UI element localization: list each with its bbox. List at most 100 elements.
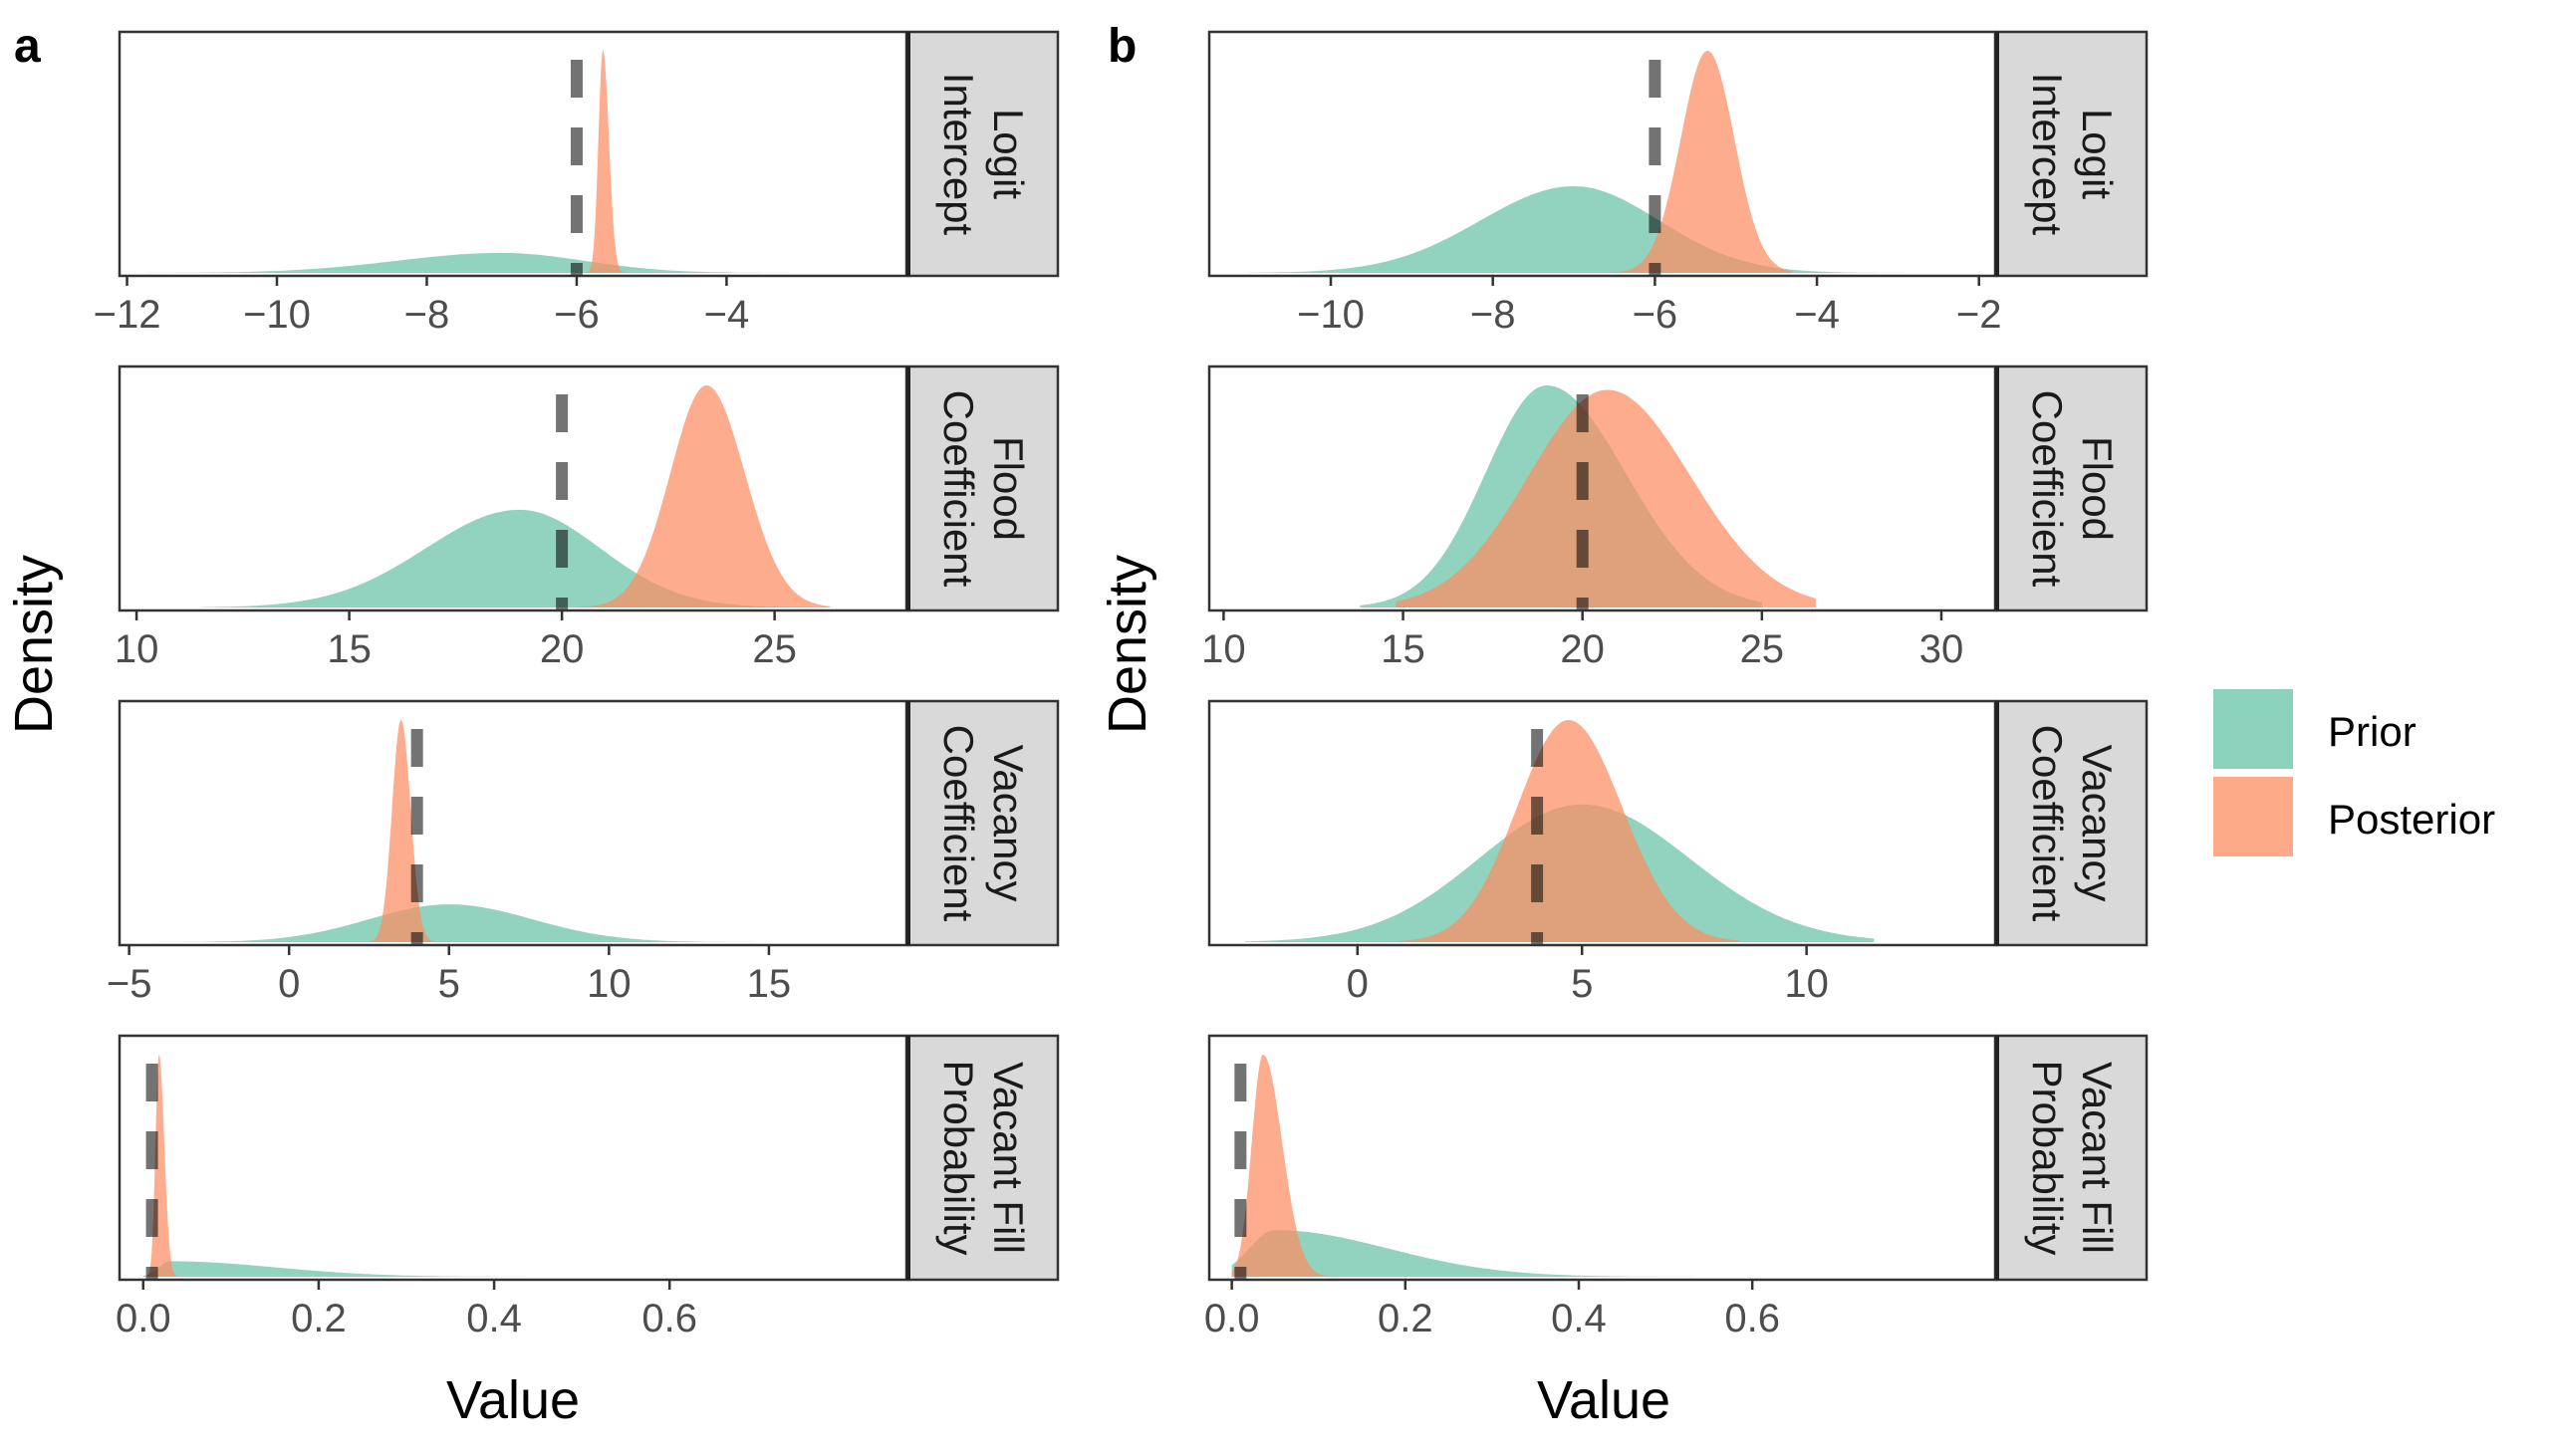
facet-strip-label: Intercept [935, 73, 982, 236]
y-axis-title-a: Density [4, 555, 64, 734]
x-tick-label: −8 [404, 293, 450, 337]
x-tick-label: −2 [1956, 293, 2002, 337]
facet-strip-label: Coefficient [935, 725, 982, 922]
x-tick-label: −10 [1297, 293, 1365, 337]
prior-density-area [200, 509, 839, 607]
facet-strip-label: Vacant Fill [2074, 1062, 2121, 1254]
facet-strip-label: Logit [2074, 109, 2121, 199]
facet-strip [1995, 699, 2149, 947]
x-tick-label: −5 [107, 962, 152, 1006]
x-tick-label: −4 [1794, 293, 1840, 337]
panel-label-a: a [14, 20, 41, 73]
facet-strip [906, 1034, 1060, 1282]
facet-strip [906, 30, 1060, 278]
x-tick-label: 0.4 [1551, 1297, 1607, 1340]
x-tick-label: −12 [94, 293, 161, 337]
x-tick-label: 25 [1740, 627, 1785, 671]
x-tick-label: 10 [1201, 627, 1246, 671]
y-axis-title-b: Density [1098, 555, 1157, 734]
prior-density-area [1249, 186, 1914, 273]
x-tick-label: 0.4 [466, 1297, 522, 1340]
x-tick-label: 15 [747, 962, 792, 1006]
plot-area [1249, 51, 1914, 276]
facet-strip-label: Intercept [2024, 73, 2071, 236]
plot-area [149, 51, 817, 276]
x-tick-label: 5 [1571, 962, 1593, 1006]
facet-strip-label: Probability [2024, 1060, 2071, 1255]
x-tick-label: 20 [540, 627, 585, 671]
x-tick-label: 10 [115, 627, 159, 671]
x-tick-label: 0 [1347, 962, 1369, 1006]
x-tick-label: 15 [1381, 627, 1425, 671]
x-tick-label: 25 [752, 627, 797, 671]
x-tick-label: 10 [587, 962, 632, 1006]
facet-strip-label: Vacancy [2074, 745, 2121, 902]
facet-strip-label: Flood [2074, 436, 2121, 541]
legend: Prior Posterior [2213, 689, 2495, 856]
facet-strip-label: Coefficient [2024, 725, 2071, 922]
facet-strip [1995, 364, 2149, 612]
x-tick-label: 20 [1560, 627, 1605, 671]
x-axis-title-a: Value [446, 1370, 580, 1430]
prior-density-area [142, 1261, 758, 1277]
x-tick-label: −6 [554, 293, 600, 337]
plot-area [1360, 385, 1816, 610]
x-tick-label: 0.0 [116, 1297, 171, 1340]
plot-area [200, 385, 839, 610]
x-tick-label: 5 [438, 962, 460, 1006]
x-tick-label: −10 [243, 293, 311, 337]
x-tick-label: 10 [1784, 962, 1829, 1006]
legend-posterior-label: Posterior [2328, 796, 2495, 843]
facet-strip-label: Probability [935, 1060, 982, 1255]
plot-area [142, 1055, 758, 1280]
x-tick-label: 30 [1919, 627, 1964, 671]
posterior-density-area [1312, 720, 1739, 942]
x-tick-label: 0 [278, 962, 300, 1006]
posterior-density-area [579, 385, 831, 607]
posterior-density-area [561, 51, 630, 273]
x-tick-label: 0.6 [1724, 1297, 1780, 1340]
legend-posterior-swatch [2213, 777, 2293, 856]
x-axis-title-b: Value [1537, 1370, 1670, 1430]
posterior-density-area [1606, 51, 1793, 273]
x-tick-label: 0.2 [1378, 1297, 1433, 1340]
posterior-density-area [1231, 1055, 1354, 1277]
prior-density-area [1231, 1230, 1892, 1277]
panel-label-b: b [1108, 20, 1137, 73]
x-tick-label: −4 [704, 293, 750, 337]
x-tick-label: 0.2 [291, 1297, 347, 1340]
posterior-density-area [1396, 389, 1816, 607]
plot-area [1245, 720, 1875, 945]
facet-strip [1995, 1034, 2149, 1282]
prior-density-area [149, 252, 817, 273]
plot-area [144, 720, 753, 945]
facet-strip-label: Coefficient [2024, 390, 2071, 588]
facet-strip-label: Vacancy [985, 745, 1032, 902]
legend-prior-swatch [2213, 689, 2293, 769]
facet-strip-label: Coefficient [935, 390, 982, 588]
posterior-density-area [142, 1055, 178, 1277]
facet-strip-label: Vacant Fill [985, 1062, 1032, 1254]
x-tick-label: 0.0 [1204, 1297, 1260, 1340]
facet-strip-label: Flood [985, 436, 1032, 541]
facet-strip [906, 699, 1060, 947]
facet-strip [906, 364, 1060, 612]
legend-prior-label: Prior [2328, 708, 2417, 755]
x-tick-label: −8 [1470, 293, 1516, 337]
x-tick-label: 0.6 [641, 1297, 697, 1340]
x-tick-label: 15 [327, 627, 372, 671]
x-tick-label: −6 [1633, 293, 1678, 337]
facet-strip [1995, 30, 2149, 278]
facet-strip-label: Logit [985, 109, 1032, 199]
prior-density-area [144, 904, 753, 942]
